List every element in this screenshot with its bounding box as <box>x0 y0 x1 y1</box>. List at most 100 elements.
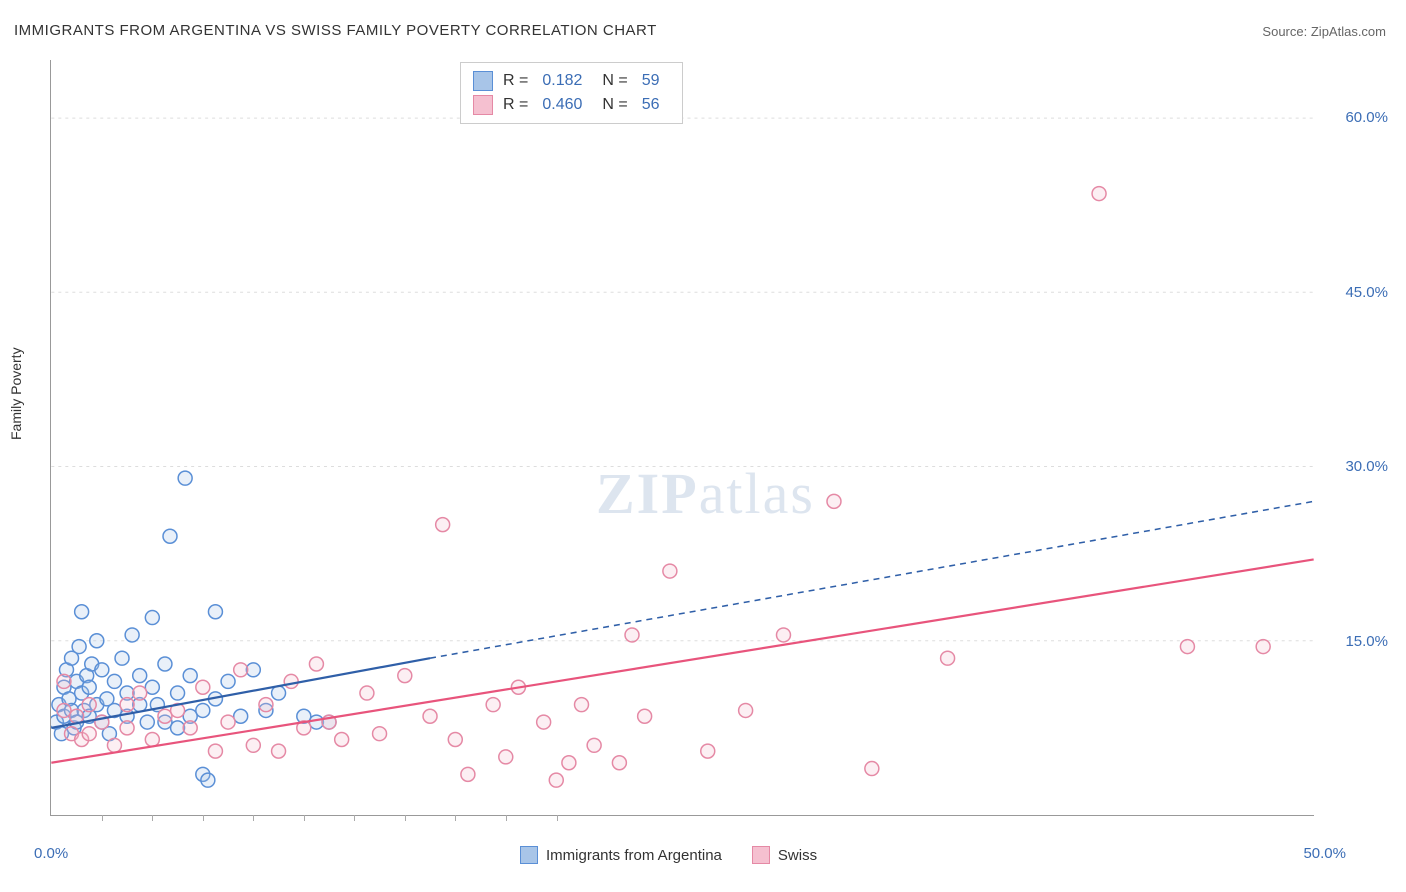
series-legend: Immigrants from Argentina Swiss <box>520 846 837 864</box>
data-point <box>72 640 86 654</box>
watermark-atlas: atlas <box>699 461 815 526</box>
data-point <box>322 715 336 729</box>
legend-label-argentina: Immigrants from Argentina <box>546 847 722 864</box>
chart-title: IMMIGRANTS FROM ARGENTINA VS SWISS FAMIL… <box>14 22 657 39</box>
data-point <box>183 669 197 683</box>
data-point <box>423 709 437 723</box>
data-point <box>82 698 96 712</box>
data-point <box>51 715 63 729</box>
data-point <box>75 686 89 700</box>
data-point <box>54 727 68 741</box>
data-point <box>95 663 109 677</box>
x-tick-mark <box>354 815 355 821</box>
swatch-argentina <box>473 71 493 91</box>
data-point <box>57 703 71 717</box>
data-point <box>120 698 134 712</box>
y-tick-label: 30.0% <box>1345 458 1388 475</box>
watermark-zip: ZIP <box>596 461 699 526</box>
data-point <box>322 715 336 729</box>
data-point <box>102 727 116 741</box>
data-point <box>575 698 589 712</box>
data-point <box>272 686 286 700</box>
data-point <box>234 663 248 677</box>
data-point <box>158 709 172 723</box>
data-point <box>145 680 159 694</box>
x-tick-mark <box>304 815 305 821</box>
x-tick-mark <box>455 815 456 821</box>
x-tick-max: 50.0% <box>1303 845 1346 862</box>
legend-item-argentina: Immigrants from Argentina <box>520 846 722 864</box>
source-link[interactable]: ZipAtlas.com <box>1311 24 1386 39</box>
plot-area: ZIPatlas <box>50 60 1314 816</box>
data-point <box>297 709 311 723</box>
x-tick-mark <box>253 815 254 821</box>
data-point <box>562 756 576 770</box>
data-point <box>82 680 96 694</box>
data-point <box>158 715 172 729</box>
data-point <box>776 628 790 642</box>
data-point <box>171 703 185 717</box>
data-point <box>120 709 134 723</box>
data-point <box>259 703 273 717</box>
x-tick-mark <box>506 815 507 821</box>
y-tick-label: 15.0% <box>1345 633 1388 650</box>
data-point <box>183 709 197 723</box>
data-point <box>461 767 475 781</box>
legend-item-swiss: Swiss <box>752 846 817 864</box>
data-point <box>70 715 84 729</box>
data-point <box>75 605 89 619</box>
data-point <box>59 663 73 677</box>
data-point <box>52 698 66 712</box>
data-point <box>57 709 71 723</box>
data-point <box>208 692 222 706</box>
data-point <box>499 750 513 764</box>
data-point <box>115 651 129 665</box>
x-tick-mark <box>203 815 204 821</box>
data-point <box>625 628 639 642</box>
data-point <box>486 698 500 712</box>
data-point <box>107 738 121 752</box>
data-point <box>90 698 104 712</box>
data-point <box>297 721 311 735</box>
data-point <box>309 657 323 671</box>
data-point <box>638 709 652 723</box>
source-attribution: Source: ZipAtlas.com <box>1262 24 1386 39</box>
data-point <box>120 686 134 700</box>
chart-svg <box>51 60 1314 815</box>
data-point <box>587 738 601 752</box>
data-point <box>77 703 91 717</box>
data-point <box>158 657 172 671</box>
data-point <box>133 686 147 700</box>
y-tick-label: 60.0% <box>1345 109 1388 126</box>
data-point <box>107 703 121 717</box>
data-point <box>335 733 349 747</box>
data-point <box>201 773 215 787</box>
data-point <box>133 698 147 712</box>
data-point <box>196 767 210 781</box>
data-point <box>145 733 159 747</box>
y-axis-label: Family Poverty <box>8 347 24 440</box>
data-point <box>246 663 260 677</box>
data-point <box>163 529 177 543</box>
r-value-1: 0.460 <box>542 93 582 117</box>
data-point <box>183 721 197 735</box>
data-point <box>865 762 879 776</box>
x-tick-mark <box>557 815 558 821</box>
data-point <box>208 605 222 619</box>
data-point <box>95 715 109 729</box>
data-point <box>90 634 104 648</box>
data-point <box>827 494 841 508</box>
data-point <box>57 680 71 694</box>
data-point <box>100 692 114 706</box>
data-point <box>448 733 462 747</box>
data-point <box>178 471 192 485</box>
data-point <box>436 518 450 532</box>
data-point <box>70 709 84 723</box>
data-point <box>941 651 955 665</box>
data-point <box>67 721 81 735</box>
data-point <box>234 709 248 723</box>
data-point <box>140 715 154 729</box>
data-point <box>511 680 525 694</box>
x-tick-origin: 0.0% <box>34 845 68 862</box>
data-point <box>120 721 134 735</box>
